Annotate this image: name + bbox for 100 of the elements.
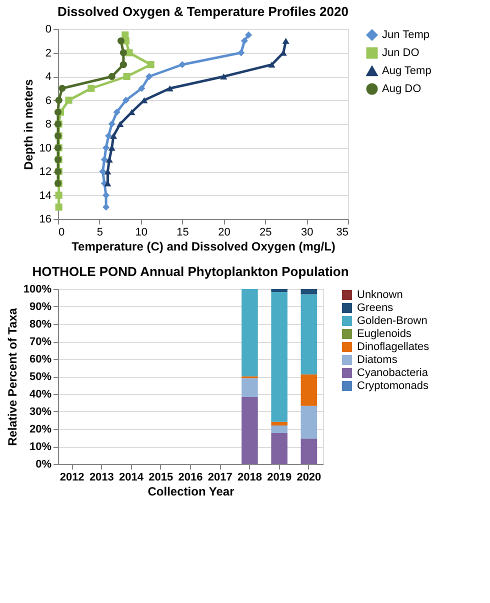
legend-label: Greens — [357, 302, 394, 314]
x-tick-label: 10 — [135, 226, 148, 238]
y-tick-label: 6 — [45, 94, 52, 107]
bar — [271, 433, 288, 464]
legend-label: Jun Temp — [382, 29, 430, 41]
x-axis-title: Temperature (C) and Dissolved Oxygen (mg/L) — [72, 240, 336, 254]
point — [54, 108, 62, 116]
bar — [271, 292, 288, 422]
y-tick-label: 40% — [29, 388, 52, 400]
legend-label: Jun DO — [382, 47, 420, 59]
x-tick-label: 0 — [58, 226, 65, 238]
legend-label: Aug DO — [382, 83, 422, 95]
point — [58, 84, 66, 92]
y-tick-label: 16 — [39, 214, 52, 226]
y-tick-label: 60% — [29, 354, 52, 366]
point — [220, 73, 228, 80]
x-tick-label: 15 — [176, 226, 189, 238]
bar — [271, 426, 288, 434]
point — [102, 144, 110, 152]
y-tick-label: 8 — [45, 118, 52, 130]
y-tick-label: 10% — [29, 441, 52, 453]
y-tick-label: 80% — [29, 318, 52, 330]
chart-title: Dissolved Oxygen & Temperature Profiles 2020 — [58, 4, 348, 19]
point — [240, 37, 248, 44]
point — [122, 96, 130, 104]
point — [282, 38, 290, 44]
x-tick-label: 2017 — [208, 472, 232, 484]
x-tick-label: 5 — [96, 226, 103, 238]
y-tick-label: 70% — [29, 336, 52, 348]
point — [120, 61, 127, 68]
point — [120, 49, 127, 56]
point — [116, 120, 124, 128]
x-tick-label: 2020 — [296, 472, 322, 484]
point — [55, 204, 62, 211]
y-tick-label: 90% — [29, 301, 52, 313]
y-tick-label: 100% — [23, 284, 52, 296]
x-axis-title: Collection Year — [148, 484, 235, 498]
legend-label: Aug Temp — [382, 65, 432, 77]
y-tick-label: 20% — [29, 424, 52, 436]
point — [65, 96, 72, 104]
y-axis-title: Depth in meters — [21, 78, 36, 170]
point — [108, 120, 116, 128]
point — [113, 108, 120, 116]
x-tick-label: 25 — [260, 226, 272, 238]
legend-label: Cryptomonads — [357, 380, 430, 392]
y-axis-title: Relative Percent of Taxa — [5, 308, 20, 446]
legend-label: Golden-Brown — [357, 315, 428, 327]
bar — [271, 289, 288, 292]
point — [108, 72, 116, 80]
point — [117, 37, 125, 44]
point — [110, 132, 118, 139]
legend-label: Diatoms — [357, 354, 398, 366]
x-tick-label: 2018 — [237, 472, 262, 484]
point — [55, 192, 62, 199]
point — [55, 96, 62, 104]
y-tick-label: 2 — [45, 47, 52, 60]
bar — [300, 374, 318, 406]
y-tick-label: 50% — [29, 371, 52, 383]
point — [99, 168, 106, 176]
point — [88, 84, 95, 92]
point — [102, 192, 110, 199]
legend-label: Euglenoids — [357, 328, 412, 340]
x-tick-label: 2012 — [60, 472, 84, 484]
bar — [300, 294, 318, 374]
point — [138, 84, 146, 92]
y-tick-label: 30% — [29, 406, 52, 418]
bar — [242, 396, 258, 464]
legend-label: Cyanobacteria — [357, 367, 429, 379]
bar — [300, 289, 318, 294]
x-tick-label: 2015 — [148, 472, 174, 484]
y-tick-label: 10 — [39, 142, 52, 154]
point — [102, 204, 110, 211]
y-tick-label: 14 — [39, 190, 52, 202]
point — [268, 62, 276, 68]
point — [166, 85, 174, 92]
x-tick-label: 35 — [336, 226, 348, 238]
point — [105, 132, 112, 140]
point — [245, 31, 252, 38]
bar — [271, 422, 288, 426]
x-tick-label: 2016 — [178, 472, 203, 484]
bar — [242, 378, 258, 397]
point — [100, 156, 108, 164]
x-tick-label: 30 — [300, 226, 314, 238]
y-tick-label: 12 — [39, 166, 52, 178]
point — [147, 61, 154, 68]
bar — [242, 289, 258, 376]
x-tick-label: 2019 — [267, 472, 292, 484]
bar — [300, 438, 318, 464]
x-tick-label: 20 — [218, 226, 230, 238]
legend-label: Unknown — [357, 289, 403, 301]
point — [123, 72, 130, 80]
point — [238, 49, 245, 56]
chart-title: HOTHOLE POND Annual Phytoplankton Population — [32, 264, 349, 279]
x-tick-label: 2013 — [89, 472, 114, 484]
bar — [300, 406, 318, 439]
point — [178, 61, 186, 68]
y-tick-label: 0 — [45, 24, 52, 36]
y-tick-label: 4 — [45, 71, 52, 83]
x-tick-label: 2014 — [119, 472, 144, 484]
legend-label: Dinoflagellates — [357, 341, 430, 353]
